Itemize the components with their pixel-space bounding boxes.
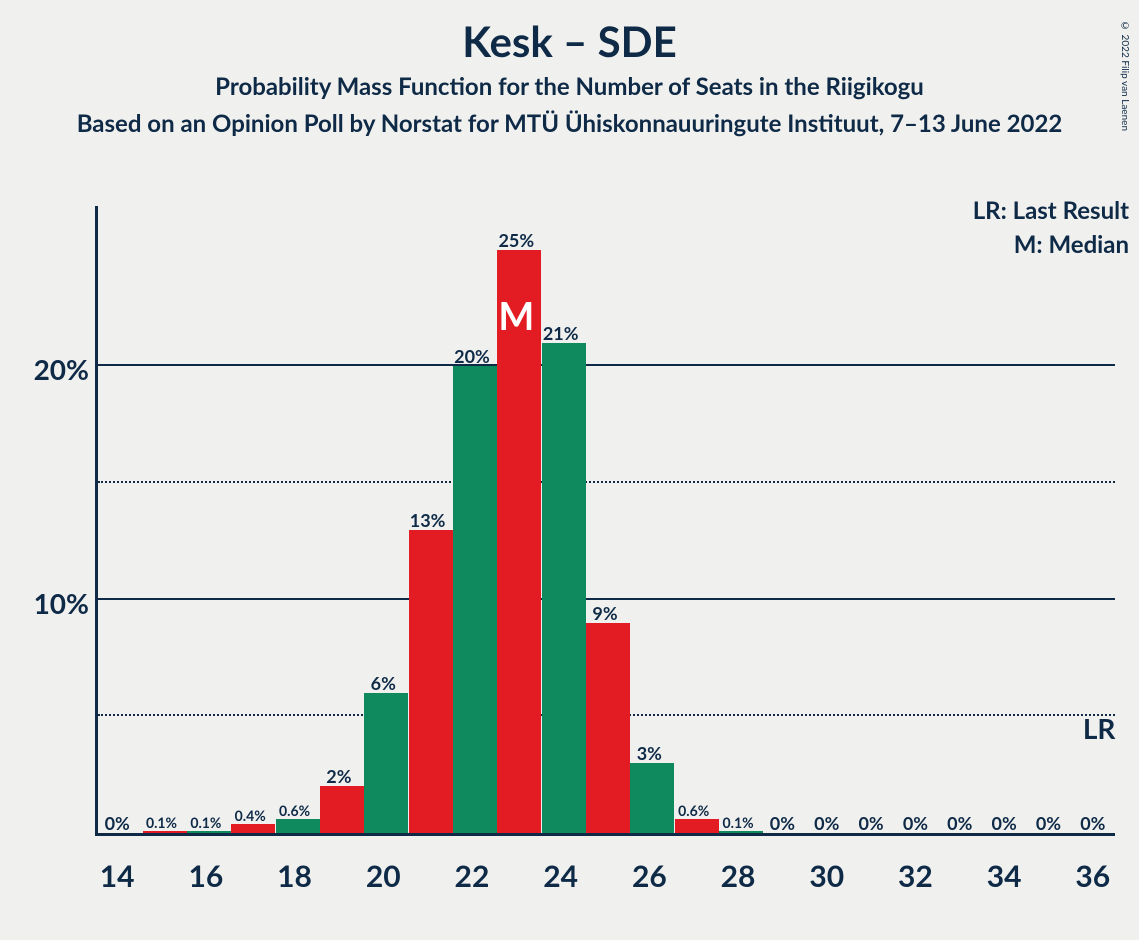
bar-value-label: 20% bbox=[454, 345, 490, 367]
bar bbox=[586, 623, 630, 833]
copyright-label: © 2022 Filip van Laenen bbox=[1119, 20, 1131, 131]
bar bbox=[630, 763, 674, 833]
bar-value-label: 0.4% bbox=[235, 807, 266, 824]
bar-value-label: 0% bbox=[992, 812, 1017, 834]
bar bbox=[187, 831, 231, 833]
bar-value-label: 25% bbox=[498, 229, 534, 251]
y-tick-label: 10% bbox=[34, 586, 89, 620]
bar-value-label: 0% bbox=[858, 812, 883, 834]
bar-value-label: 9% bbox=[592, 602, 617, 624]
bar-value-label: 0.1% bbox=[190, 814, 221, 831]
x-tick-label: 32 bbox=[898, 858, 933, 894]
chart-source: Based on an Opinion Poll by Norstat for … bbox=[0, 109, 1139, 138]
x-tick-label: 16 bbox=[188, 858, 223, 894]
bar bbox=[409, 530, 453, 833]
chart-title: Kesk – SDE bbox=[0, 16, 1139, 66]
bar-value-label: 0.6% bbox=[279, 802, 310, 819]
grid-minor bbox=[98, 481, 1115, 483]
bar bbox=[231, 824, 275, 833]
x-tick-label: 20 bbox=[366, 858, 401, 894]
bar-value-label: 0% bbox=[1080, 812, 1105, 834]
bar bbox=[453, 366, 497, 833]
bar-value-label: 0% bbox=[903, 812, 928, 834]
bar-value-label: 13% bbox=[410, 509, 446, 531]
bar bbox=[675, 819, 719, 833]
bar-value-label: 0.1% bbox=[146, 814, 177, 831]
x-tick-label: 36 bbox=[1075, 858, 1110, 894]
median-marker: M bbox=[498, 293, 534, 339]
grid-major bbox=[98, 364, 1115, 366]
bar-value-label: 6% bbox=[371, 672, 396, 694]
x-tick-label: 24 bbox=[543, 858, 578, 894]
bar-value-label: 0% bbox=[947, 812, 972, 834]
plot-region bbox=[95, 206, 1115, 836]
x-tick-label: 18 bbox=[277, 858, 312, 894]
lr-marker: LR bbox=[1083, 711, 1116, 745]
bar bbox=[276, 819, 320, 833]
bar-value-label: 3% bbox=[637, 742, 662, 764]
bar-value-label: 0% bbox=[814, 812, 839, 834]
bar-value-label: 0% bbox=[770, 812, 795, 834]
bar bbox=[542, 343, 586, 833]
grid-major bbox=[98, 598, 1115, 600]
x-tick-label: 28 bbox=[721, 858, 756, 894]
chart-subtitle: Probability Mass Function for the Number… bbox=[0, 72, 1139, 101]
bar-value-label: 0% bbox=[105, 812, 130, 834]
x-tick-label: 26 bbox=[632, 858, 667, 894]
x-tick-label: 22 bbox=[455, 858, 490, 894]
bar-value-label: 21% bbox=[543, 322, 579, 344]
bar-value-label: 2% bbox=[326, 765, 351, 787]
x-tick-label: 34 bbox=[987, 858, 1022, 894]
x-tick-label: 30 bbox=[809, 858, 844, 894]
bar bbox=[719, 831, 763, 833]
x-tick-label: 14 bbox=[100, 858, 135, 894]
bar bbox=[320, 786, 364, 833]
bar bbox=[143, 831, 187, 833]
bar bbox=[364, 693, 408, 833]
bar-value-label: 0.1% bbox=[723, 814, 754, 831]
chart-area: LR: Last Result M: Median 10%20%0%0.1%0.… bbox=[0, 196, 1139, 940]
bar-value-label: 0.6% bbox=[678, 802, 709, 819]
y-tick-label: 20% bbox=[34, 352, 89, 386]
bar-value-label: 0% bbox=[1036, 812, 1061, 834]
